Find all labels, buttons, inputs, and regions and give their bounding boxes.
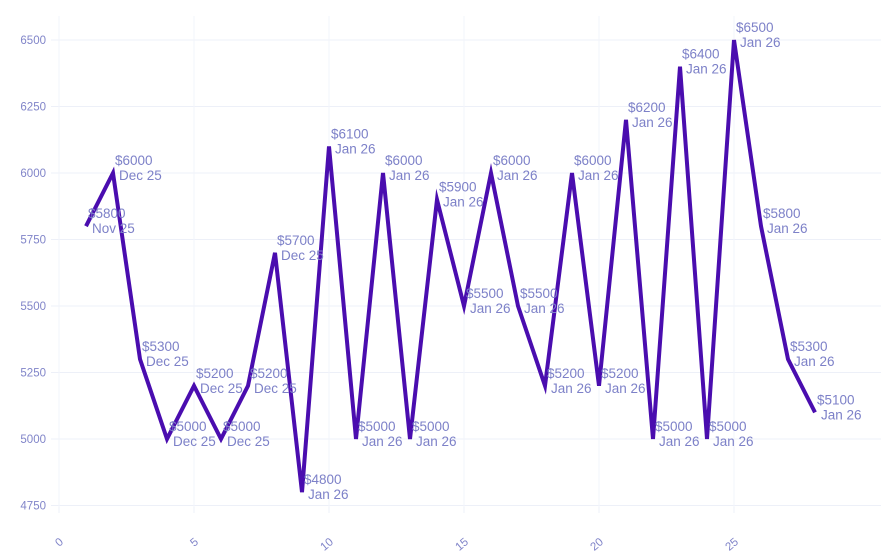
price-line-series bbox=[84, 39, 817, 493]
point-value-label: $5200 bbox=[601, 366, 639, 381]
point-value-label: $5300 bbox=[790, 339, 828, 354]
point-value-label: $5000 bbox=[358, 419, 396, 434]
x-axis-tick-label: 10 bbox=[318, 536, 336, 553]
point-date-label: Jan 26 bbox=[632, 115, 673, 130]
point-date-label: Jan 26 bbox=[389, 168, 430, 183]
point-value-label: $6000 bbox=[574, 153, 612, 168]
point-value-label: $5500 bbox=[466, 286, 504, 301]
x-axis-tick-label: 5 bbox=[188, 536, 201, 549]
point-value-label: $5100 bbox=[817, 392, 855, 407]
point-value-label: $5200 bbox=[547, 366, 585, 381]
x-axis-tick-label: 25 bbox=[723, 536, 741, 553]
point-date-label: Nov 25 bbox=[92, 221, 135, 236]
point-date-label: Jan 26 bbox=[767, 221, 808, 236]
point-value-label: $5700 bbox=[277, 233, 315, 248]
x-axis-tick-label: 20 bbox=[588, 536, 606, 553]
point-date-label: Jan 26 bbox=[524, 301, 565, 316]
point-date-label: Jan 26 bbox=[578, 168, 619, 183]
point-date-label: Jan 26 bbox=[551, 381, 592, 396]
point-value-label: $5200 bbox=[196, 366, 234, 381]
y-axis-tick-label: 5500 bbox=[20, 301, 46, 313]
point-date-label: Dec 25 bbox=[173, 434, 216, 449]
x-axis-tick-label: 15 bbox=[453, 536, 471, 553]
point-value-label: $6500 bbox=[736, 20, 774, 35]
point-date-label: Jan 26 bbox=[740, 35, 781, 50]
point-date-label: Jan 26 bbox=[821, 407, 862, 422]
point-date-label: Dec 25 bbox=[227, 434, 270, 449]
point-date-label: Jan 26 bbox=[362, 434, 403, 449]
point-date-label: Jan 26 bbox=[470, 301, 511, 316]
point-date-label: Jan 26 bbox=[443, 195, 484, 210]
point-date-label: Dec 25 bbox=[281, 248, 324, 263]
point-date-label: Dec 25 bbox=[254, 381, 297, 396]
point-value-label: $5900 bbox=[439, 180, 477, 195]
point-value-label: $6400 bbox=[682, 47, 720, 62]
point-value-label: $5300 bbox=[142, 339, 180, 354]
point-date-label: Jan 26 bbox=[416, 434, 457, 449]
point-date-label: Jan 26 bbox=[686, 62, 727, 77]
point-date-label: Jan 26 bbox=[308, 487, 349, 502]
point-value-label: $5000 bbox=[223, 419, 261, 434]
point-value-label: $5800 bbox=[763, 206, 801, 221]
y-axis-tick-label: 5750 bbox=[20, 235, 46, 247]
point-date-label: Jan 26 bbox=[497, 168, 538, 183]
point-value-label: $6100 bbox=[331, 126, 369, 141]
point-value-label: $6000 bbox=[115, 153, 153, 168]
point-value-label: $5800 bbox=[88, 206, 126, 221]
point-date-label: Jan 26 bbox=[659, 434, 700, 449]
point-value-label: $5500 bbox=[520, 286, 558, 301]
point-value-label: $6000 bbox=[385, 153, 423, 168]
point-value-label: $5000 bbox=[169, 419, 207, 434]
x-axis-tick-label: 0 bbox=[53, 536, 66, 549]
point-value-label: $5200 bbox=[250, 366, 288, 381]
y-axis-tick-label: 5000 bbox=[20, 434, 46, 446]
point-value-label: $5000 bbox=[412, 419, 450, 434]
y-axis-tick-label: 6000 bbox=[20, 168, 46, 180]
point-date-label: Jan 26 bbox=[335, 141, 376, 156]
y-axis-tick-label: 6250 bbox=[20, 102, 46, 114]
y-axis-tick-label: 6500 bbox=[20, 35, 46, 47]
point-date-label: Dec 25 bbox=[146, 354, 189, 369]
point-value-label: $5000 bbox=[655, 419, 693, 434]
point-date-label: Dec 25 bbox=[119, 168, 162, 183]
point-value-label: $6200 bbox=[628, 100, 666, 115]
y-axis-tick-label: 4750 bbox=[20, 501, 46, 513]
point-date-label: Jan 26 bbox=[794, 354, 835, 369]
point-value-label: $6000 bbox=[493, 153, 531, 168]
point-value-label: $5000 bbox=[709, 419, 747, 434]
point-date-label: Jan 26 bbox=[605, 381, 646, 396]
point-date-label: Jan 26 bbox=[713, 434, 754, 449]
point-date-label: Dec 25 bbox=[200, 381, 243, 396]
y-axis-tick-label: 5250 bbox=[20, 368, 46, 380]
point-value-label: $4800 bbox=[304, 472, 342, 487]
